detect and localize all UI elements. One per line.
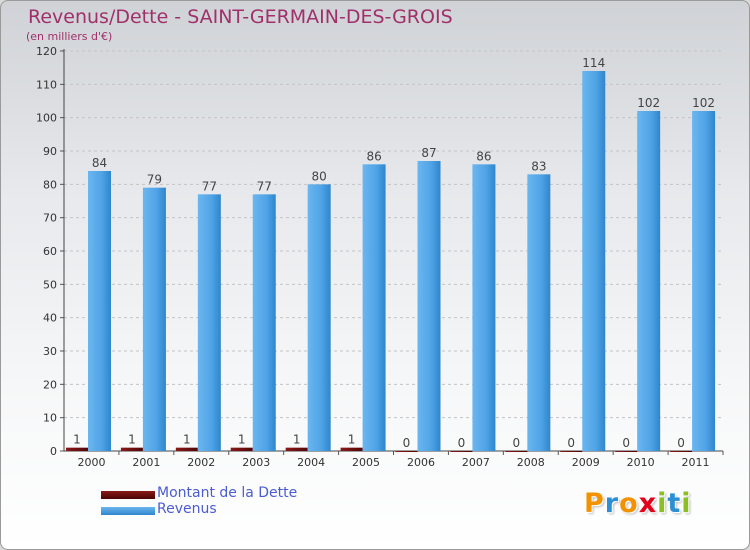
bar-dette xyxy=(285,447,308,451)
x-tick-label: 2001 xyxy=(132,456,160,469)
data-label-revenus: 114 xyxy=(582,56,605,70)
x-tick-label: 2000 xyxy=(77,456,105,469)
y-tick-label: 120 xyxy=(36,45,57,58)
bar-revenus xyxy=(472,164,496,452)
bar-revenus xyxy=(692,111,716,451)
x-tick-label: 2004 xyxy=(297,456,325,469)
data-label-revenus: 77 xyxy=(257,179,272,193)
data-label-dette: 0 xyxy=(458,436,466,450)
bar-revenus xyxy=(362,164,386,452)
logo-letter: r xyxy=(604,488,620,519)
legend-label-revenus: Revenus xyxy=(157,501,217,517)
y-tick-label: 90 xyxy=(43,145,57,158)
logo-letter: i xyxy=(657,488,668,519)
y-tick-label: 110 xyxy=(36,78,57,91)
bar-revenus xyxy=(252,194,276,452)
data-label-dette: 0 xyxy=(622,436,630,450)
x-tick-label: 2006 xyxy=(407,456,435,469)
bar-revenus xyxy=(88,171,111,451)
logo-letter: x xyxy=(638,488,658,519)
proxiti-logo: Proxiti xyxy=(584,488,692,519)
data-label-dette: 1 xyxy=(293,433,301,447)
data-label-dette: 1 xyxy=(348,433,356,447)
data-label-dette: 0 xyxy=(403,436,411,450)
chart-subtitle: (en milliers d'€) xyxy=(26,30,113,43)
data-label-dette: 1 xyxy=(183,433,191,447)
x-tick-label: 2008 xyxy=(517,456,545,469)
bar-dette xyxy=(505,451,528,452)
y-tick-label: 60 xyxy=(43,245,57,258)
x-tick-label: 2011 xyxy=(682,456,710,469)
x-tick-label: 2005 xyxy=(352,456,380,469)
data-label-revenus: 80 xyxy=(312,169,327,183)
bar-dette xyxy=(395,451,418,452)
bar-dette xyxy=(615,451,638,452)
data-label-dette: 1 xyxy=(73,433,81,447)
bar-dette xyxy=(230,447,253,451)
bar-revenus xyxy=(527,174,551,452)
logo-letter: P xyxy=(584,488,605,519)
data-label-revenus: 84 xyxy=(92,156,107,170)
y-tick-label: 40 xyxy=(43,312,57,325)
bar-revenus xyxy=(197,194,221,452)
bar-dette xyxy=(560,451,583,452)
logo-letter: o xyxy=(619,488,639,519)
x-tick-label: 2009 xyxy=(572,456,600,469)
x-tick-label: 2007 xyxy=(462,456,490,469)
chart-title: Revenus/Dette - SAINT-GERMAIN-DES-GROIS xyxy=(28,6,453,28)
bar-dette xyxy=(66,447,88,451)
legend-swatch-dette xyxy=(101,491,155,499)
data-label-revenus: 102 xyxy=(637,96,660,110)
y-tick-label: 0 xyxy=(50,445,57,458)
legend-swatch-revenus xyxy=(101,507,155,515)
data-label-dette: 0 xyxy=(513,436,521,450)
y-tick-label: 70 xyxy=(43,212,57,225)
x-tick-label: 2002 xyxy=(187,456,215,469)
data-label-revenus: 79 xyxy=(147,173,162,187)
y-tick-label: 30 xyxy=(43,345,57,358)
data-label-revenus: 102 xyxy=(692,96,715,110)
bar-dette xyxy=(670,451,693,452)
data-label-dette: 0 xyxy=(567,436,575,450)
data-label-revenus: 87 xyxy=(421,146,436,160)
bar-revenus xyxy=(637,111,661,451)
data-label-revenus: 83 xyxy=(531,159,546,173)
data-label-revenus: 77 xyxy=(202,179,217,193)
logo-letter: i xyxy=(681,488,692,519)
data-label-revenus: 86 xyxy=(366,149,381,163)
bar-revenus xyxy=(142,187,166,451)
bar-dette xyxy=(175,447,198,451)
data-label-dette: 1 xyxy=(238,433,246,447)
data-label-revenus: 86 xyxy=(476,149,491,163)
y-tick-label: 20 xyxy=(43,378,57,391)
bar-dette xyxy=(120,447,143,451)
bar-dette xyxy=(450,451,473,452)
bar-layer xyxy=(66,71,716,452)
x-tick-label: 2010 xyxy=(627,456,655,469)
y-tick-label: 100 xyxy=(36,112,57,125)
label-layer: 1 84 1 79 1 77 1 77 1 80 1 86 0 87 0 86 0 83 0 114 0 102 0 102 xyxy=(73,56,715,450)
legend-label-dette: Montant de la Dette xyxy=(157,485,298,501)
y-tick-label: 10 xyxy=(43,412,57,425)
data-label-dette: 0 xyxy=(677,436,685,450)
x-tick-label: 2003 xyxy=(242,456,270,469)
y-tick-label: 50 xyxy=(43,278,57,291)
data-label-dette: 1 xyxy=(128,433,136,447)
bar-revenus xyxy=(417,161,441,451)
bar-revenus xyxy=(582,71,606,451)
bar-revenus xyxy=(307,184,331,452)
logo-letter: t xyxy=(667,488,682,519)
bar-dette xyxy=(340,447,363,451)
y-tick-label: 80 xyxy=(43,178,57,191)
